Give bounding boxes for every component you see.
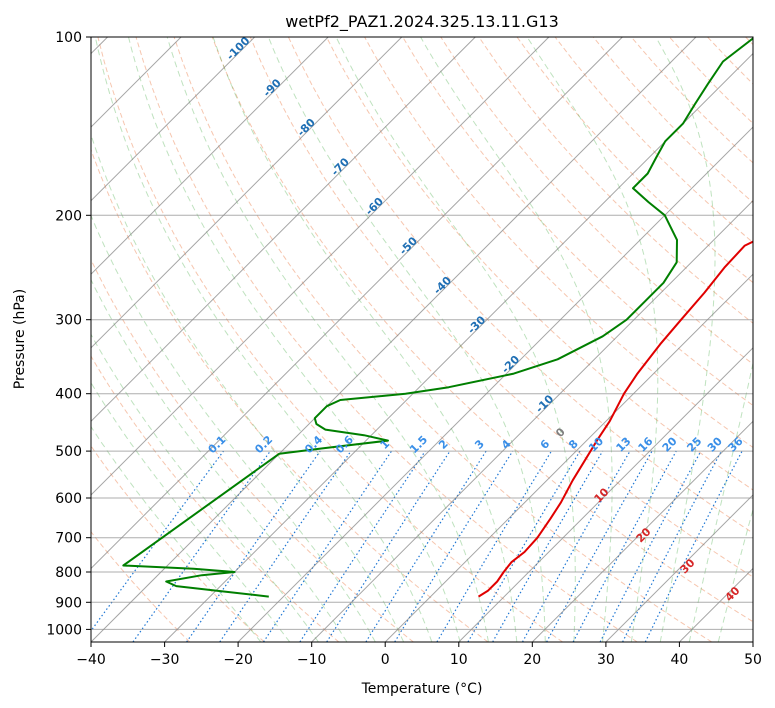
dry-adiabat-line (97, 37, 563, 642)
moist-adiabat-line (91, 278, 348, 642)
mixing-ratio-line (521, 450, 631, 642)
sounding-series (122, 37, 753, 598)
moist-adiabat-line (94, 37, 433, 642)
y-tick-label: 900 (55, 595, 82, 611)
dry-adiabat-line (326, 37, 753, 491)
isotherm-grid (91, 37, 753, 642)
mixing-ratio-lines (91, 450, 743, 642)
mixing-ratio-line (132, 450, 271, 642)
x-tick-label: −10 (297, 652, 327, 668)
y-tick-label: 100 (55, 30, 82, 46)
moist-adiabats (91, 37, 753, 642)
isotherm-line (91, 37, 256, 202)
dry-adiabat-line (402, 37, 753, 407)
x-tick-label: 50 (744, 652, 762, 668)
mixing-ratio-line (262, 450, 392, 642)
mixing-ratio-line (572, 450, 677, 642)
isobar-grid (91, 37, 753, 630)
mixing-ratio-line (644, 450, 743, 642)
mixing-ratio-line (186, 450, 321, 642)
mixing-ratio-line (299, 450, 426, 642)
dry-adiabats (91, 37, 753, 642)
x-tick-label: 10 (450, 652, 468, 668)
y-tick-label: 500 (55, 444, 82, 460)
moist-adiabat-line (91, 381, 291, 642)
isotherm-line (531, 420, 753, 642)
mixing-ratio-line (91, 450, 224, 632)
isotherm-line (458, 347, 753, 642)
y-tick-label: 1000 (46, 622, 82, 638)
x-tick-label: 40 (670, 652, 688, 668)
moist-adiabat-line (335, 37, 576, 642)
dry-adiabat-line (478, 37, 753, 324)
mixing-ratio-line (326, 450, 451, 642)
moist-adiabat-line (212, 37, 518, 642)
x-tick-label: 20 (523, 652, 541, 668)
mixing-ratio-line (394, 450, 514, 642)
isotherm-line (605, 494, 753, 642)
plot-frame (90, 36, 754, 643)
y-tick-label: 400 (55, 387, 82, 403)
dry-adiabat-line (211, 37, 753, 623)
chart-title: wetPf2_PAZ1.2024.325.13.11.G13 (285, 12, 559, 32)
y-tick-label: 200 (55, 208, 82, 224)
isotherm-line (91, 37, 476, 423)
moist-adiabat-line (91, 214, 376, 642)
y-tick-label: 700 (55, 531, 82, 547)
dewpoint-line (122, 37, 753, 598)
mixing-ratio-line (219, 450, 352, 642)
x-tick-label: 30 (597, 652, 615, 668)
moist-adiabat-line (267, 37, 546, 642)
dry-adiabat-line (135, 37, 638, 642)
isotherm-line (237, 126, 753, 642)
x-axis: −40 −30 −20 −10 0 10 20 30 40 50 (76, 642, 762, 668)
moist-adiabat-line (420, 37, 613, 642)
isotherm-line (91, 37, 550, 496)
moist-adiabat-line (91, 425, 262, 642)
temperature-line (477, 240, 753, 598)
dry-adiabat-line (249, 37, 753, 578)
moist-adiabat-line (166, 37, 489, 642)
isotherm-line (91, 37, 623, 570)
isotherm-line (91, 37, 697, 642)
plot-area: -100-90-80-70-60-50-40-30-20-100.1 0.2 0.4… (91, 37, 753, 642)
moist-adiabat-line (91, 333, 319, 642)
y-tick-label: 300 (55, 313, 82, 329)
dry-adiabat-line (91, 148, 489, 642)
y-tick-label: 800 (55, 565, 82, 581)
x-tick-label: −20 (223, 652, 253, 668)
dry-adiabat-line (91, 355, 340, 642)
y-axis: 100 200 300 400 500 600 700 800 900 1000 (46, 30, 91, 638)
x-axis-label: Temperature (°C) (361, 681, 483, 697)
isotherm-line (311, 199, 753, 642)
dry-adiabat-line (91, 445, 265, 642)
y-tick-label: 600 (55, 491, 82, 507)
moist-adiabat-line (526, 37, 659, 642)
moist-adiabat-line (91, 133, 405, 642)
dry-adiabat-line (516, 37, 753, 284)
moist-adiabat-line (688, 360, 753, 642)
isotherm-line (91, 37, 403, 349)
moist-adiabat-line (128, 37, 461, 642)
isotherm-line (384, 273, 753, 642)
x-tick-label: 0 (381, 652, 390, 668)
isotherm-line (91, 37, 329, 275)
moist-adiabat-line (717, 507, 753, 642)
dry-adiabat-line (91, 531, 191, 642)
x-tick-label: −30 (150, 652, 180, 668)
x-tick-label: −40 (76, 652, 106, 668)
y-axis-label: Pressure (hPa) (12, 289, 28, 389)
mixing-ratio-line (546, 450, 653, 642)
